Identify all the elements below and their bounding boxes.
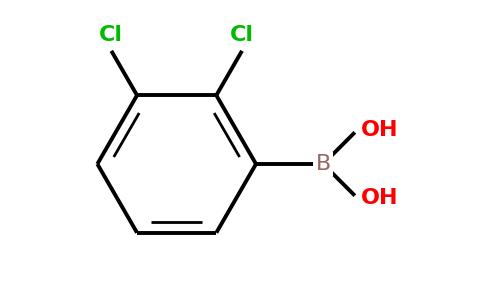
- Text: OH: OH: [361, 188, 398, 208]
- Text: Cl: Cl: [99, 25, 123, 45]
- Text: B: B: [316, 154, 331, 174]
- Text: OH: OH: [361, 121, 398, 140]
- Text: Cl: Cl: [230, 25, 254, 45]
